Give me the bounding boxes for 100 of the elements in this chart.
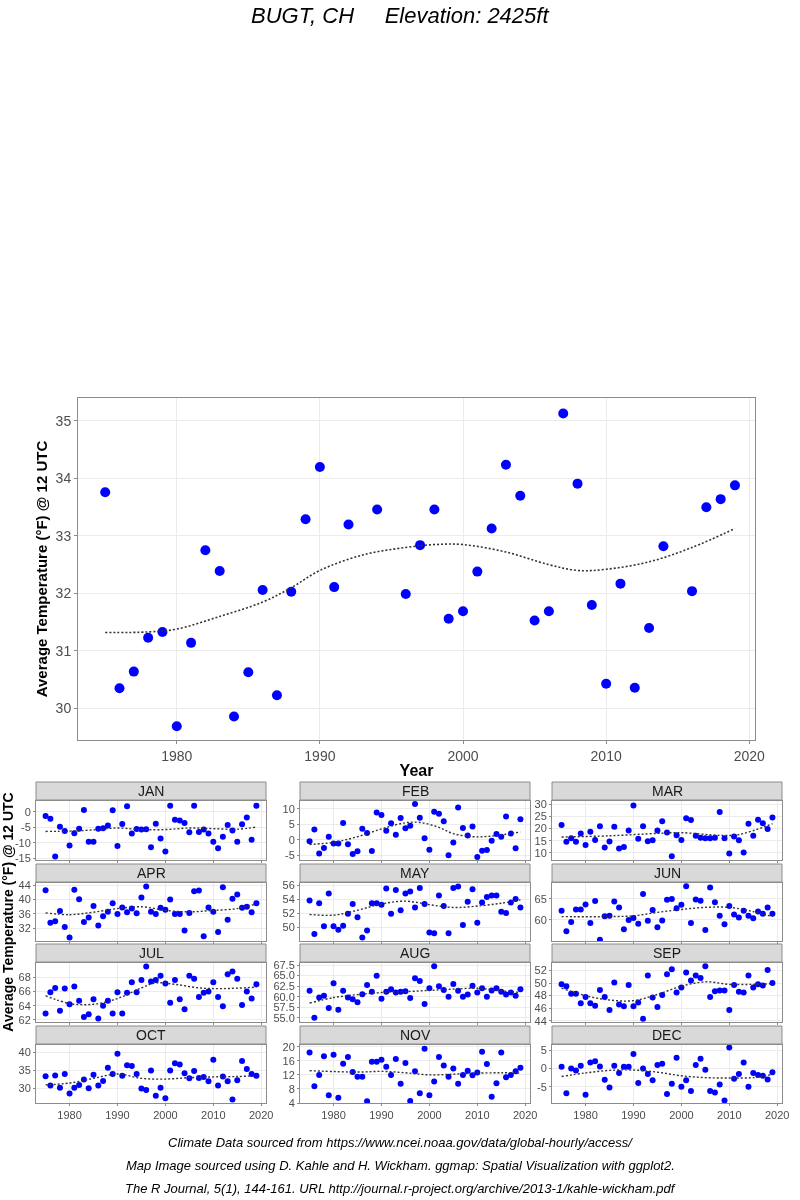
point — [416, 814, 423, 821]
point — [316, 900, 323, 907]
point — [157, 972, 164, 979]
y-tick-label: -5 — [285, 849, 295, 862]
point — [224, 821, 231, 828]
point — [219, 884, 226, 891]
point — [721, 921, 728, 928]
point — [630, 1003, 637, 1010]
point — [503, 1074, 510, 1081]
point — [124, 989, 131, 996]
point — [229, 1096, 236, 1103]
point — [464, 1067, 471, 1074]
point — [611, 898, 618, 905]
point — [625, 981, 632, 988]
y-tick-label: 31 — [55, 642, 72, 659]
point — [56, 1084, 63, 1091]
y-tick-label: 52 — [534, 964, 547, 977]
y-tick-label: 60.0 — [273, 990, 295, 1003]
point — [234, 975, 241, 982]
point — [109, 807, 116, 814]
point — [114, 910, 121, 917]
point — [124, 1062, 131, 1069]
point — [61, 1071, 68, 1077]
chart-title: AUG — [400, 945, 431, 961]
point — [558, 981, 565, 988]
y-tick-label: 36 — [18, 907, 31, 920]
point — [726, 1045, 733, 1051]
point — [407, 994, 414, 1001]
point — [407, 1097, 414, 1103]
point — [486, 523, 497, 534]
y-tick-label: 5 — [288, 818, 295, 831]
point — [66, 1090, 73, 1097]
point — [42, 1073, 49, 1080]
point — [200, 989, 207, 996]
point — [659, 992, 666, 999]
x-tick-label: 2010 — [717, 1109, 742, 1122]
point — [56, 1007, 63, 1014]
point — [664, 896, 670, 903]
point — [649, 837, 656, 844]
point — [517, 1064, 524, 1071]
point — [543, 606, 554, 617]
point — [224, 971, 231, 978]
point — [445, 993, 452, 1000]
y-axis-title: Average Temperature (°F) @ 12 UTC — [0, 792, 16, 1032]
point — [620, 1003, 627, 1010]
point — [162, 848, 169, 855]
point — [721, 987, 728, 994]
point — [373, 1058, 380, 1065]
point — [640, 1015, 647, 1022]
point — [464, 898, 471, 905]
chart-title: BUGT, CH Elevation: 2425ft — [251, 3, 550, 28]
point — [472, 566, 483, 577]
point — [378, 1056, 385, 1063]
point — [133, 989, 140, 996]
point — [474, 853, 481, 860]
chart-title: MAY — [400, 865, 430, 881]
point — [388, 986, 395, 993]
point — [711, 988, 718, 995]
point — [152, 910, 159, 917]
point — [364, 1098, 371, 1103]
point — [692, 896, 699, 903]
point — [42, 1010, 49, 1017]
point — [450, 839, 457, 846]
point — [243, 1065, 250, 1072]
point — [186, 637, 197, 648]
point — [378, 811, 385, 818]
point — [644, 972, 651, 979]
point — [407, 822, 414, 829]
point — [586, 599, 597, 610]
point — [157, 1084, 164, 1091]
x-tick-label: 2010 — [465, 1109, 490, 1122]
point — [616, 904, 623, 911]
point — [306, 987, 313, 994]
point — [56, 823, 63, 830]
point — [388, 910, 395, 917]
point — [330, 1051, 337, 1058]
y-tick-label: 30 — [55, 700, 72, 717]
point — [512, 992, 519, 999]
point — [191, 802, 198, 809]
point — [654, 1003, 661, 1010]
point — [215, 994, 222, 1001]
point — [644, 1071, 651, 1077]
point — [764, 1076, 771, 1083]
point — [257, 584, 268, 595]
point — [755, 816, 762, 823]
point — [416, 978, 423, 985]
point — [726, 850, 733, 857]
point — [80, 1014, 87, 1021]
point — [421, 1000, 428, 1007]
point — [503, 991, 510, 998]
point — [572, 838, 579, 845]
point — [692, 1061, 699, 1068]
point — [431, 963, 438, 970]
y-tick-label: 57.5 — [273, 1001, 295, 1014]
point — [143, 632, 154, 643]
point — [615, 578, 626, 589]
point — [745, 1083, 752, 1090]
point — [702, 1066, 709, 1073]
point — [210, 1056, 217, 1063]
point — [52, 984, 59, 991]
